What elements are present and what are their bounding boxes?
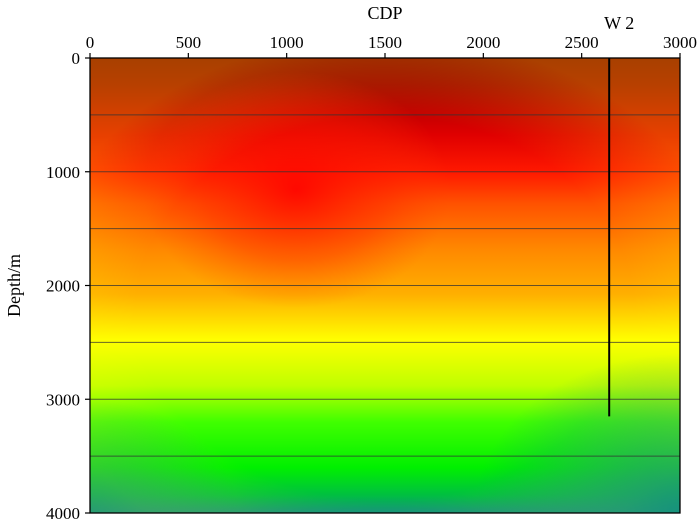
well-label: W 2: [604, 13, 634, 33]
x-tick-label: 2000: [466, 33, 500, 52]
y-tick-label: 4000: [46, 504, 80, 523]
plot-area: [89, 57, 681, 514]
x-tick-label: 2500: [565, 33, 599, 52]
y-tick-label: 2000: [46, 277, 80, 296]
horizontal-gridlines: [90, 114, 680, 457]
y-axis-title: Depth/m: [4, 254, 24, 317]
x-tick-label: 1000: [270, 33, 304, 52]
well-marker: W 2: [604, 13, 634, 417]
y-tick-label: 1000: [46, 163, 80, 182]
x-tick-label: 500: [176, 33, 202, 52]
x-axis-title: CDP: [367, 3, 402, 23]
y-tick-label: 0: [72, 49, 81, 68]
x-tick-label: 0: [86, 33, 95, 52]
x-tick-label: 1500: [368, 33, 402, 52]
y-tick-label: 3000: [46, 390, 80, 409]
x-axis: 0 500 1000 1500 2000 2500 3000: [86, 33, 697, 58]
y-axis: 0 1000 2000 3000 4000: [46, 49, 90, 523]
x-tick-label: 3000: [663, 33, 697, 52]
